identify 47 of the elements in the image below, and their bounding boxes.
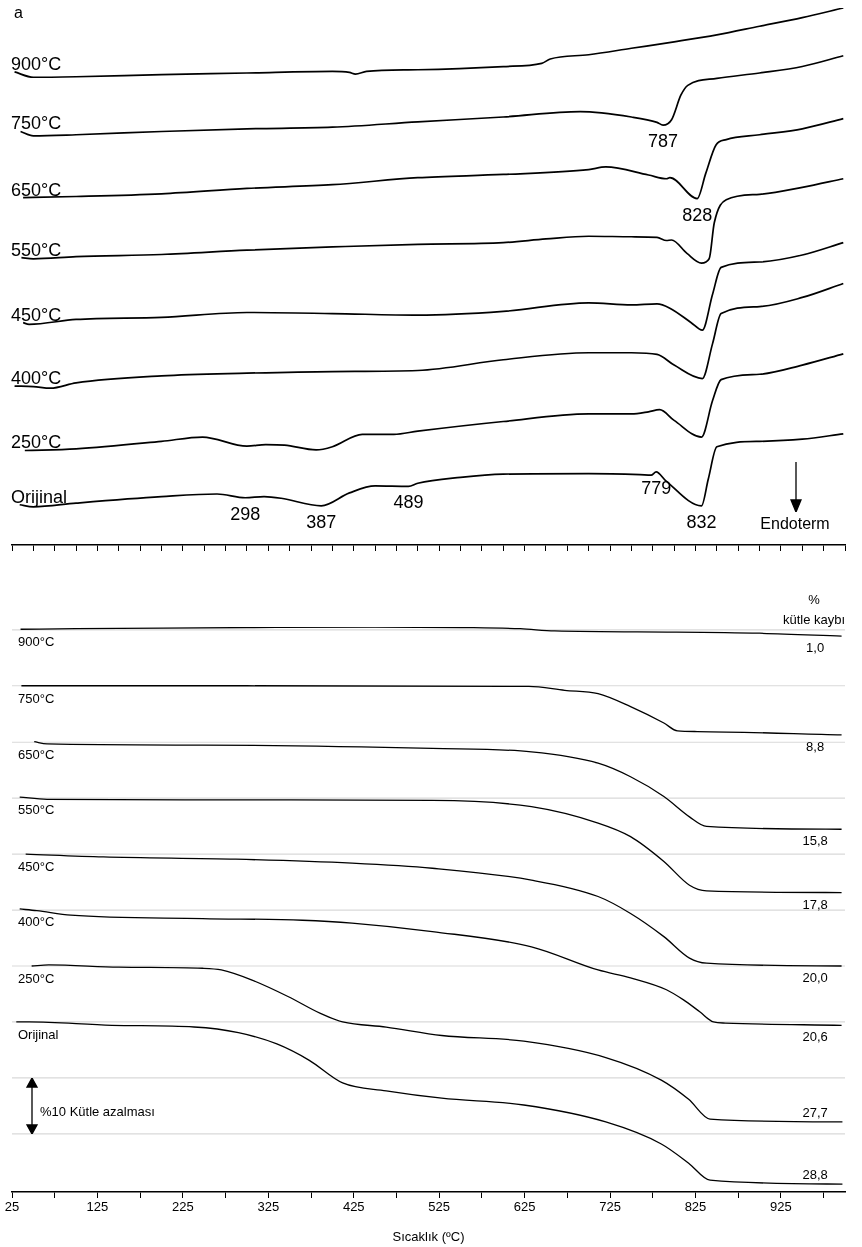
annotation: 779 — [641, 477, 672, 498]
annotation: 298 — [230, 503, 261, 524]
text: % — [808, 591, 821, 607]
annotation: 787 — [648, 131, 679, 152]
annotation: 828 — [682, 204, 713, 225]
annotation: 8,8 — [806, 738, 825, 754]
annotation: Endoterm — [760, 515, 830, 533]
series-label: 400°C — [11, 368, 62, 389]
x-tick-label: 525 — [428, 1199, 451, 1215]
annotation: 27,7 — [802, 1105, 828, 1121]
annotation: 387 — [306, 511, 337, 532]
annotation: 832 — [686, 511, 717, 532]
x-tick-label: 125 — [86, 1199, 109, 1215]
series-label: 550°C — [18, 802, 55, 818]
annotation: 1,0 — [806, 640, 825, 656]
annotation: 15,8 — [802, 833, 828, 849]
series-label: 750°C — [11, 113, 62, 134]
x-axis-title: Sıcaklık (ºC) — [392, 1228, 465, 1244]
x-tick-label: 825 — [684, 1199, 707, 1215]
series-label: 550°C — [11, 239, 62, 260]
x-tick-label: 225 — [172, 1199, 194, 1215]
annotation: 17,8 — [802, 896, 828, 912]
chart-title: a — [14, 4, 23, 22]
series-label: 450°C — [11, 304, 62, 325]
x-tick-label: 925 — [770, 1199, 792, 1215]
text: kütle kaybı — [782, 611, 846, 627]
annotation: %10 Kütle azalması — [40, 1103, 155, 1119]
series-label: 650°C — [18, 746, 55, 762]
x-tick-label: 725 — [599, 1199, 621, 1215]
series-label: 900°C — [11, 53, 62, 74]
x-tick-label: 625 — [513, 1199, 536, 1215]
series-label: Orijinal — [11, 486, 68, 507]
x-tick-label: 25 — [4, 1199, 20, 1215]
x-tick-label: 425 — [342, 1199, 365, 1215]
annotation: 28,8 — [802, 1167, 828, 1183]
series-label: 750°C — [18, 690, 55, 706]
series-label: 900°C — [18, 634, 55, 650]
series-label: 450°C — [18, 859, 55, 875]
annotation: 20,0 — [802, 970, 828, 986]
x-tick-label: 325 — [257, 1199, 280, 1215]
annotation: 20,6 — [802, 1029, 828, 1045]
series-label: 650°C — [11, 179, 62, 200]
series-label: 400°C — [18, 914, 55, 930]
series-label: Orijinal — [18, 1027, 59, 1043]
series-label: 250°C — [18, 971, 55, 987]
annotation: 489 — [393, 492, 424, 513]
series-label: 250°C — [11, 432, 62, 453]
